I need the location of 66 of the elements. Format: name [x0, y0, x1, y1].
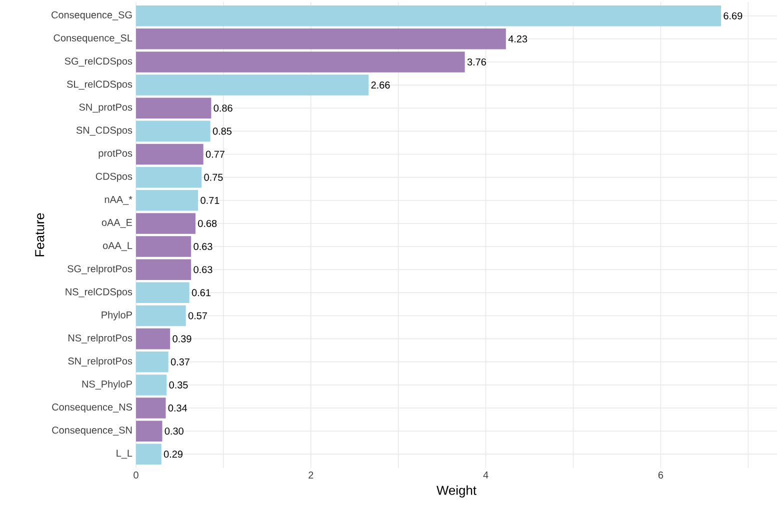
bar [136, 282, 190, 304]
bar [136, 74, 369, 96]
bar [136, 328, 170, 350]
bar [136, 213, 196, 234]
y-axis-title: Feature [35, 213, 44, 256]
data-label: 0.85 [212, 128, 232, 135]
data-label: 0.86 [214, 104, 232, 112]
data-label: 0.75 [204, 174, 223, 181]
data-label: 3.76 [467, 58, 486, 66]
y-tick-label: SN_relprotPos [68, 357, 132, 367]
data-label: 6.69 [724, 12, 742, 20]
bar [136, 120, 210, 142]
data-label: 0.35 [169, 381, 188, 388]
bar [136, 190, 198, 211]
data-label: 0.39 [172, 335, 192, 342]
data-label: 0.34 [168, 404, 188, 412]
data-label: 0.29 [164, 450, 182, 458]
y-tick-label: oAA_L [102, 242, 132, 251]
y-tick-label: SG_relCDSpos [64, 57, 132, 67]
data-label: 0.57 [188, 312, 207, 320]
bar [136, 420, 162, 442]
y-tick-label: nAA_* [104, 196, 132, 205]
data-label: 2.66 [371, 82, 390, 89]
x-axis-title: Weight [436, 485, 476, 498]
bar [136, 144, 204, 165]
bar [136, 166, 202, 188]
x-tick-label: 0 [134, 472, 138, 479]
data-label: 4.23 [508, 35, 528, 42]
y-tick-label: SN_protPos [79, 104, 132, 113]
data-label: 0.77 [206, 150, 224, 158]
data-label: 0.68 [198, 220, 217, 227]
y-tick-label: SG_relprotPos [68, 264, 132, 274]
bar [136, 28, 506, 50]
bar [136, 52, 465, 72]
y-tick-label: NS_PhyloP [82, 380, 132, 390]
data-label: 0.63 [194, 243, 212, 250]
y-tick-label: CDSpos [96, 172, 132, 182]
y-tick-label: SN_CDSpos [76, 126, 132, 136]
x-tick-label: 4 [483, 472, 488, 478]
y-tick-label: Consequence_SL [54, 34, 132, 44]
y-tick-label: L_L [116, 450, 132, 459]
y-tick-label: Consequence_NS [52, 404, 132, 413]
bar [136, 398, 166, 418]
data-label: 0.63 [194, 266, 212, 274]
bar [136, 305, 186, 326]
bar [136, 352, 168, 372]
x-tick-label: 2 [308, 472, 314, 478]
bar [136, 98, 212, 118]
data-label: 0.61 [192, 289, 210, 296]
y-tick-label: oAA_E [102, 219, 132, 228]
data-label: 0.71 [200, 196, 220, 204]
y-tick-label: protPos [98, 150, 132, 159]
data-label: 0.37 [170, 358, 190, 366]
y-tick-label: Consequence_SG [52, 11, 132, 20]
bar [136, 444, 162, 465]
data-label: 0.30 [164, 428, 184, 435]
y-tick-label: Consequence_SN [52, 426, 132, 436]
bar [136, 259, 192, 280]
bar [136, 5, 722, 26]
x-tick-label: 6 [658, 472, 664, 479]
y-tick-label: SL_relCDSpos [67, 80, 132, 90]
bar [136, 236, 192, 257]
y-tick-label: NS_relCDSpos [66, 288, 132, 298]
y-tick-label: PhyloP [102, 311, 132, 320]
y-tick-label: NS_relprotPos [68, 334, 132, 344]
bar [136, 374, 167, 396]
